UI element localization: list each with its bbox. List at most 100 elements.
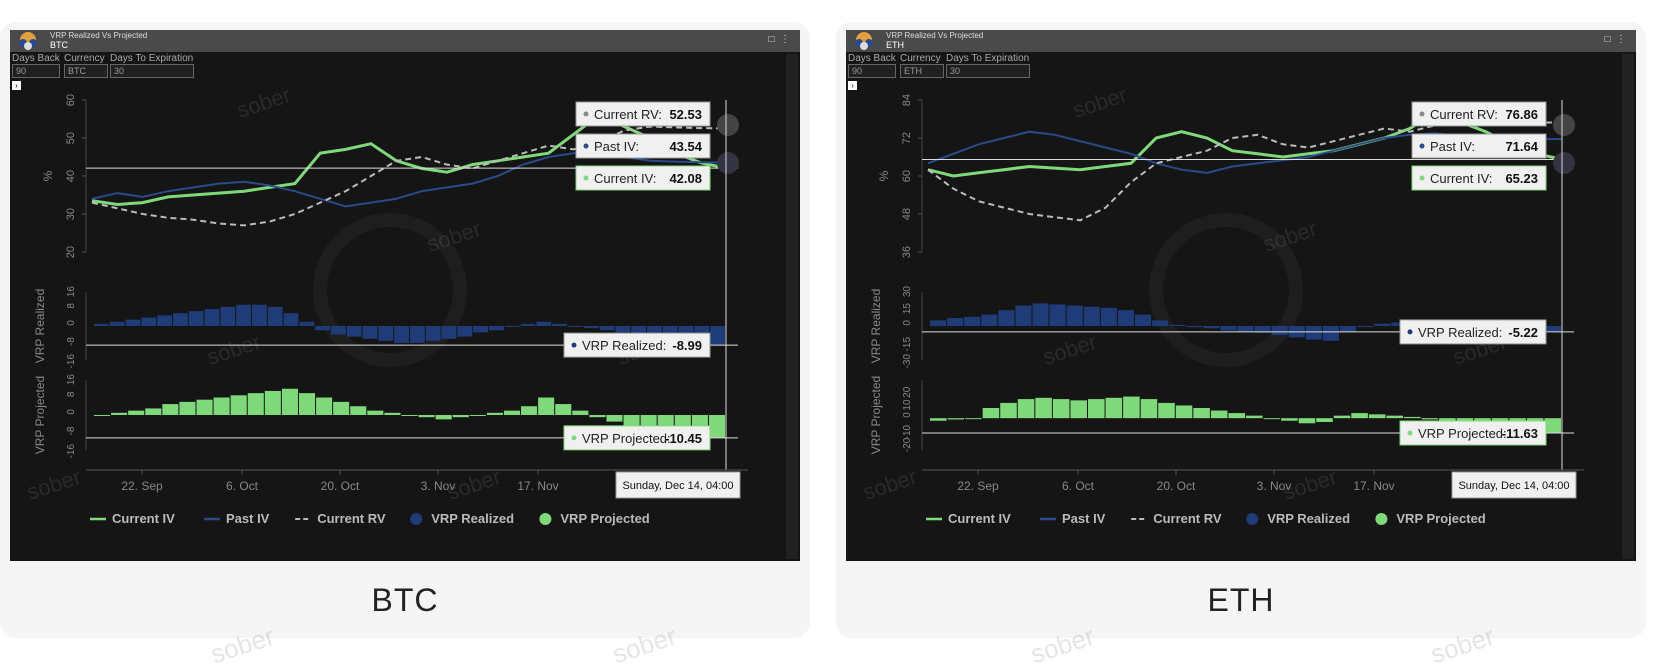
bookmark-icon[interactable]: □ (1604, 34, 1611, 45)
watermark: sober (1070, 82, 1130, 123)
vrp-projected-bar (111, 412, 128, 415)
bookmark-icon[interactable]: □ (768, 34, 775, 45)
tooltip-value: -8.99 (672, 338, 702, 353)
vrp-chart: sobersobersobersobersobersober2030405060… (24, 54, 798, 559)
card-label: ETH (1207, 582, 1275, 618)
vrp-realized-bar (1134, 314, 1152, 326)
y-axis-label: % (877, 170, 891, 181)
tooltip-value: -5.22 (1508, 325, 1538, 340)
vrp-projected-bar (435, 415, 452, 420)
x-tick-label: 17. Nov (517, 479, 558, 493)
vrp-realized-bar (1152, 320, 1169, 326)
vrp-projected-bar (401, 415, 418, 416)
vrp-projected-bar (1210, 410, 1228, 419)
vrp-projected-bar (572, 410, 589, 415)
vrp-realized-bar (1083, 306, 1100, 326)
vrp-projected-bar (1228, 413, 1245, 419)
app-logo-icon (855, 32, 873, 50)
tooltip-past-iv: Past IV: 43.54 (575, 133, 711, 159)
tooltip-label: VRP Realized: (582, 338, 666, 353)
vrp-projected-bar (384, 412, 401, 415)
vrp-realized-bar (1220, 326, 1237, 331)
window-controls: □ ⋮ (768, 34, 790, 45)
tooltip-box (563, 425, 711, 451)
vrp-realized-bar (1186, 326, 1203, 328)
vrp-realized-bar (1203, 326, 1220, 329)
y-tick-label: 50 (65, 132, 77, 144)
tooltip-dot-icon (1407, 329, 1413, 335)
vrp-projected-bar (1246, 415, 1263, 419)
more-icon[interactable]: ⋮ (1616, 34, 1626, 45)
vrp-realized-bar (964, 316, 981, 326)
y-tick-label: 8 (66, 391, 77, 397)
vrp-projected-bar (1140, 399, 1158, 419)
y-axis-label: VRP Realized (33, 289, 47, 363)
y-tick-label: 0 (902, 412, 913, 418)
vrp-projected-bar (1421, 418, 1439, 420)
y-tick-label: 0 (66, 409, 77, 415)
y-tick-label: -8 (66, 426, 77, 435)
watermark: sober (860, 464, 920, 505)
legend-item: Past IV (204, 511, 270, 526)
y-tick-label: 30 (902, 286, 913, 298)
expand-icon[interactable]: › (848, 81, 857, 90)
dte-input[interactable]: 30 (110, 64, 194, 78)
vrp-realized-bar (346, 326, 362, 337)
vrp-projected-bar (623, 415, 640, 426)
window-subtitle: BTC (50, 40, 68, 50)
vrp-projected-bar (196, 399, 213, 415)
tooltip-box (1399, 319, 1547, 345)
y-tick-label: -16 (66, 354, 77, 369)
vrp-projected-bar (538, 397, 555, 415)
watermark: sober (204, 329, 264, 370)
currency-input[interactable]: ETH (900, 64, 944, 78)
vrp-projected-bar (418, 415, 435, 418)
vrp-realized-bar (647, 326, 662, 337)
tooltip-current-iv: Current IV: 42.08 (575, 165, 711, 191)
x-tick-label: 20. Oct (1157, 479, 1196, 493)
days-back-input[interactable]: 90 (848, 64, 896, 78)
vrp-realized-bar (520, 323, 536, 326)
vrp-projected-bar (145, 408, 162, 415)
crosshair-marker-icon (1553, 152, 1575, 174)
vrp-realized-bar (552, 323, 567, 326)
vrp-projected-bar (230, 395, 247, 415)
vrp-projected-bar (264, 390, 281, 415)
y-tick-label: 60 (65, 94, 77, 106)
y-tick-label: 20 (65, 246, 77, 258)
x-tick-label: 6. Oct (226, 479, 259, 493)
vrp-realized-bar (710, 326, 725, 346)
vrp-realized-bar (1237, 326, 1254, 332)
vrp-realized-bar (315, 326, 330, 331)
y-tick-label: 0 (902, 320, 913, 326)
tooltip-label: Current IV: (1430, 171, 1492, 186)
y-tick-label: 30 (65, 208, 77, 220)
legend-label: VRP Projected (560, 511, 649, 526)
series-line-current-rv (91, 125, 727, 227)
vrp-realized-bar (94, 323, 109, 326)
tooltip-box (1451, 471, 1577, 499)
vrp-projected-bar (606, 415, 623, 422)
tooltip-box (1411, 133, 1547, 159)
tooltip-value: Sunday, Dec 14, 04:00 (622, 480, 733, 492)
watermark: sober (234, 82, 294, 123)
dte-label: Days To Expiration (946, 53, 1030, 64)
vrp-realized-bar (1169, 324, 1186, 326)
y-tick-label: 36 (901, 246, 913, 258)
tooltip-box (575, 165, 711, 191)
y-tick-label: 0 (66, 320, 77, 326)
vrp-realized-bar (283, 313, 299, 326)
more-icon[interactable]: ⋮ (780, 34, 790, 45)
tooltip-box (575, 133, 711, 159)
vrp-projected-bar (1105, 397, 1123, 419)
currency-input[interactable]: BTC (64, 64, 108, 78)
vrp-realized-bar (362, 326, 378, 339)
dte-input[interactable]: 30 (946, 64, 1030, 78)
y-axis-label: VRP Projected (33, 376, 47, 455)
expand-icon[interactable]: › (12, 81, 21, 90)
tooltip-value: -11.63 (1502, 426, 1538, 441)
vrp-realized-bar (220, 306, 236, 326)
days-back-input[interactable]: 90 (12, 64, 60, 78)
vrp-realized-bar (204, 309, 220, 326)
